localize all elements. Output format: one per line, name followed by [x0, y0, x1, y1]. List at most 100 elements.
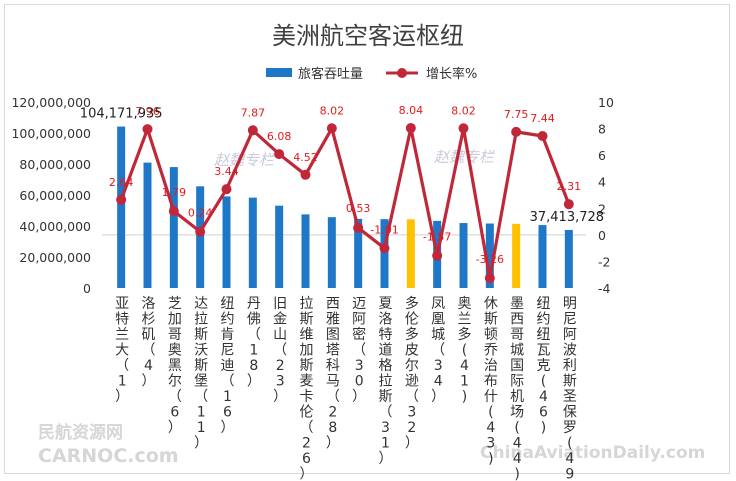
- bar: [459, 223, 468, 288]
- watermark-center-right: 赵魏专栏: [434, 148, 496, 166]
- growth-data-label: 7.87: [241, 106, 266, 119]
- bar: [564, 230, 573, 288]
- bar: [380, 219, 389, 288]
- bar: [143, 162, 152, 288]
- growth-data-label: 7.44: [530, 112, 555, 125]
- category-label: 奥兰多(4 1): [458, 295, 472, 405]
- growth-data-label: 7.75: [504, 108, 529, 121]
- growth-point: [221, 184, 232, 195]
- y-left-tick-label: 40,000,000: [19, 219, 91, 234]
- category-label: 丹佛（ 1 8）: [247, 296, 261, 390]
- watermark-bottom-left-en: CARNOC.com: [38, 445, 179, 467]
- growth-data-label: 6.08: [267, 130, 292, 143]
- category-label: 多伦多皮尔逊（ 3 2）: [405, 295, 419, 452]
- y-left-tick-label: 100,000,000: [11, 126, 91, 141]
- category-label: 休斯顿乔治布什(4 3): [484, 296, 498, 467]
- bar: [196, 186, 205, 288]
- growth-point: [168, 206, 179, 217]
- growth-point: [326, 123, 337, 134]
- y-right-tick-label: 4: [598, 175, 606, 190]
- growth-point: [432, 250, 443, 261]
- watermark-layer: 赵魏专栏 赵魏专栏 民航资源网 CARNOC.com ChinaAviation…: [38, 148, 705, 467]
- bar: [354, 218, 363, 288]
- category-label: 明尼阿波利斯圣保罗(49): [563, 296, 577, 481]
- growth-data-label: -1.01: [370, 223, 398, 236]
- y-left-tick-label: 120,000,000: [11, 95, 91, 110]
- growth-data-label: 7.96: [135, 105, 160, 118]
- category-label: 墨西哥城国际机场(4 4): [510, 296, 524, 481]
- y-right-tick-label: 8: [598, 122, 606, 137]
- growth-data-label: 2.64: [109, 176, 134, 189]
- growth-point: [247, 125, 258, 136]
- bar: [222, 196, 231, 288]
- watermark-center-left: 赵魏专栏: [214, 151, 276, 169]
- growth-point: [379, 243, 390, 254]
- growth-data-label: -3.26: [476, 253, 504, 266]
- growth-line: [119, 126, 571, 280]
- category-label: 达拉斯沃斯堡（ 1 1）: [194, 296, 208, 452]
- category-label: 迈阿密（ 3 0）: [352, 296, 366, 405]
- growth-data-label: 2.31: [557, 180, 582, 193]
- data-labels: 2.64 7.96 1.790.24 3.44 7.876.084.52 8.02 0.53…: [80, 104, 604, 266]
- growth-point: [484, 273, 495, 284]
- growth-point: [353, 222, 364, 233]
- legend-label-line: 增长率%: [426, 66, 477, 82]
- y-left-tick-label: 20,000,000: [19, 250, 91, 265]
- growth-data-label: 3.44: [214, 165, 239, 178]
- y-right-tick-label: 6: [598, 148, 606, 163]
- bar: [301, 214, 310, 288]
- category-labels: 亚特兰大（ 1 ） 洛杉矶（ 4 ） 芝加哥奥黑尔（ 6 ） 达拉斯沃斯堡（ 1 1 ） 纽约肯尼迪（ 1 6…: [115, 295, 577, 481]
- growth-data-label: 0.53: [346, 202, 371, 215]
- category-label: 拉斯维加斯麦卡伦（ 2 6）: [300, 296, 314, 481]
- watermark-bottom-right: ChinaAviationDaily.com: [480, 443, 705, 463]
- line-series: [116, 123, 574, 284]
- growth-point: [405, 123, 416, 134]
- legend-label-bar: 旅客吞吐量: [298, 66, 363, 82]
- bar: [327, 217, 336, 288]
- category-label: 芝加哥奥黑尔（ 6）: [168, 296, 182, 436]
- bar: [512, 223, 521, 288]
- bar: [485, 223, 494, 288]
- category-label: 西雅图塔科马（ 2 8）: [326, 296, 340, 452]
- growth-point: [537, 131, 548, 142]
- growth-data-label: 8.02: [451, 104, 476, 117]
- category-label: 亚特兰大（ 1）: [115, 296, 129, 405]
- growth-data-label: 4.52: [293, 151, 318, 164]
- growth-point: [142, 124, 153, 135]
- y-right-tick-label: -4: [598, 281, 611, 296]
- legend-swatch-bar: [266, 68, 292, 77]
- bar: [248, 197, 257, 288]
- bar-data-label-last: 37,413,728: [530, 210, 604, 225]
- growth-point: [563, 199, 574, 210]
- growth-point: [511, 126, 522, 137]
- y-left-tick-label: 0: [83, 281, 91, 296]
- growth-data-label: -1.57: [423, 231, 451, 244]
- y-right-tick-label: 0: [598, 228, 606, 243]
- growth-point: [195, 226, 206, 237]
- category-label: 凤凰城（ 3 4）: [431, 296, 445, 405]
- growth-data-label: 1.79: [162, 186, 187, 199]
- y-left-tick-label: 60,000,000: [19, 188, 91, 203]
- growth-point: [300, 169, 311, 180]
- growth-data-label: 8.04: [399, 104, 424, 117]
- y-left-tick-label: 80,000,000: [19, 157, 91, 172]
- category-label: 纽约肯尼迪（ 1 6）: [221, 296, 235, 436]
- bar-data-label-first: 104,171,935: [80, 107, 163, 122]
- bar: [275, 205, 284, 288]
- bar: [117, 126, 126, 288]
- axes: 0 20,000,000 40,000,000 60,000,000 80,000,00…: [11, 95, 613, 296]
- chart-title: 美洲航空客运枢纽: [272, 22, 464, 50]
- y-right-tick-label: 10: [598, 95, 614, 110]
- y-right-tick-label: 2: [598, 201, 606, 216]
- bar: [406, 219, 415, 288]
- category-label: 纽约纽瓦克(4 6): [537, 296, 551, 436]
- bar: [538, 225, 547, 288]
- growth-data-label: 8.02: [320, 104, 345, 117]
- growth-point: [116, 194, 127, 205]
- watermark-bottom-left-cn: 民航资源网: [38, 422, 123, 443]
- growth-point: [458, 123, 469, 134]
- legend: 旅客吞吐量 增长率%: [266, 66, 477, 82]
- bar-series: [117, 126, 573, 288]
- y-right-tick-label: -2: [598, 254, 610, 269]
